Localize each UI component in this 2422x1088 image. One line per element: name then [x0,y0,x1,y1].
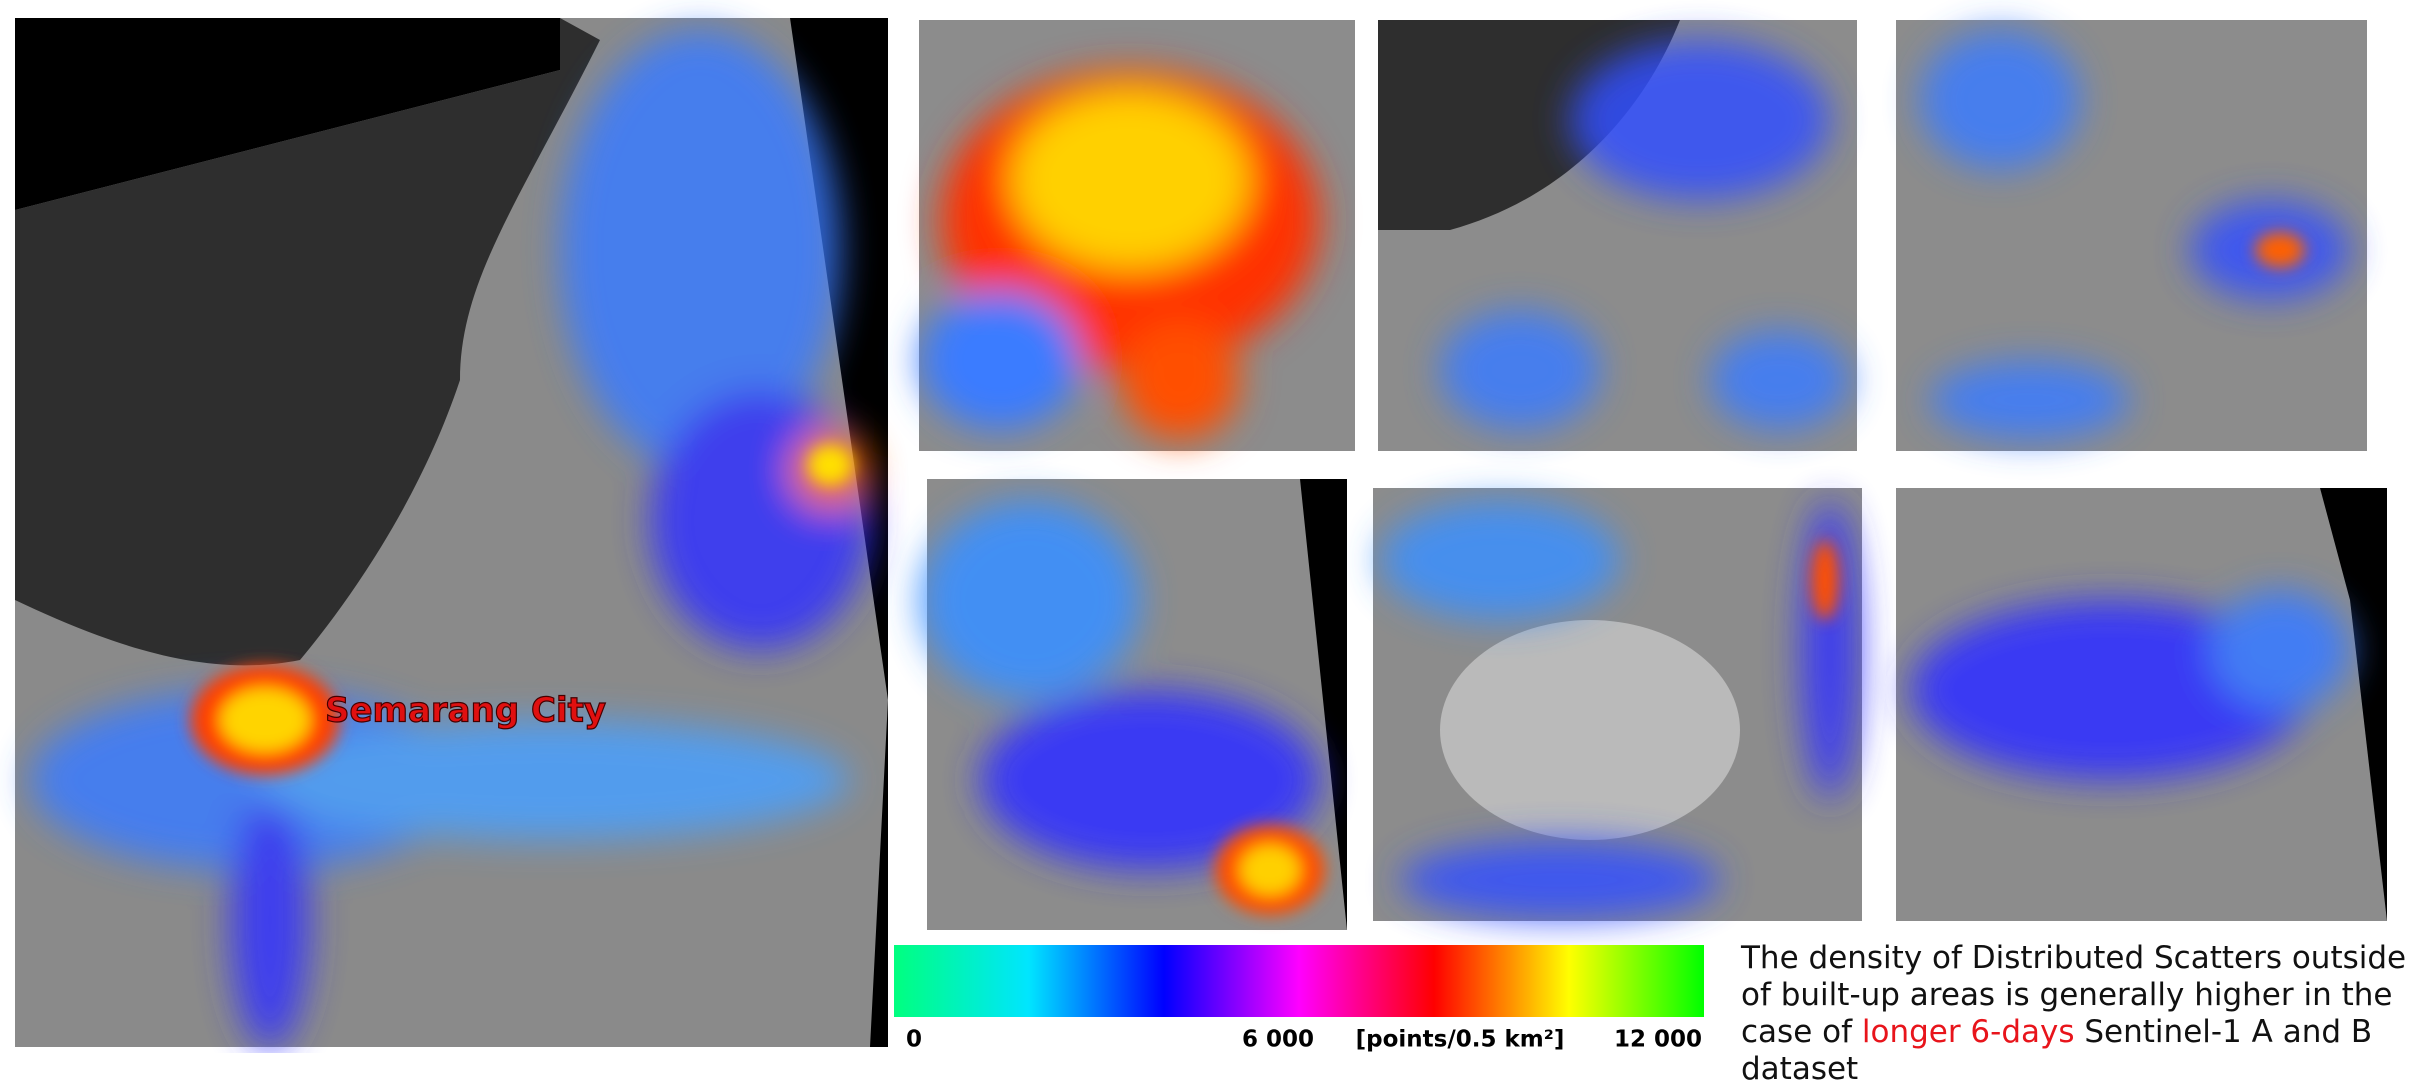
colorbar-tick-label: 6 000 [1242,1027,1314,1053]
caption-highlight: longer 6-days [1861,1014,2075,1050]
map-panel: Semarang City [15,18,888,1050]
colorbar-tick-label: 0 [906,1027,922,1053]
city-label: Semarang City [325,691,606,731]
map-panel [920,479,1347,930]
map-panel [1896,488,2387,921]
colorbar-tick-label: 12 000 [1614,1027,1702,1053]
map-panel [1378,20,1857,451]
colorbar-labels: 0 6 000 12 000 [906,1027,1702,1053]
map-panel [919,20,1355,451]
caption-text: The density of Distributed Scatters outs… [1741,940,2407,1050]
page: Semarang City 0 6 000 12 000 [points/0.5 k… [15,18,2407,1087]
map-panel [1896,20,2367,451]
map-panel [1373,488,1862,921]
caption: The density of Distributed Scatters outs… [1741,940,2416,1088]
figure: Semarang City 0 6 000 12 000 [points/0.5 k… [15,18,2387,1053]
colorbar-unit: [points/0.5 km²] [1356,1027,1565,1053]
colorbar [894,945,1704,1017]
